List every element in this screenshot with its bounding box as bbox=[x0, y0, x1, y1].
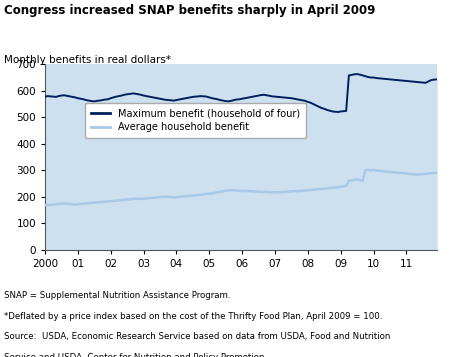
Text: Service and USDA, Center for Nutrition and Policy Promotion.: Service and USDA, Center for Nutrition a… bbox=[4, 353, 268, 357]
Text: Monthly benefits in real dollars*: Monthly benefits in real dollars* bbox=[4, 55, 171, 65]
Text: Congress increased SNAP benefits sharply in April 2009: Congress increased SNAP benefits sharply… bbox=[4, 4, 376, 16]
Legend: Maximum benefit (household of four), Average household benefit: Maximum benefit (household of four), Ave… bbox=[85, 102, 306, 138]
Text: *Deflated by a price index based on the cost of the Thrifty Food Plan, April 200: *Deflated by a price index based on the … bbox=[4, 312, 383, 321]
Text: Source:  USDA, Economic Research Service based on data from USDA, Food and Nutri: Source: USDA, Economic Research Service … bbox=[4, 332, 391, 341]
Text: SNAP = Supplemental Nutrition Assistance Program.: SNAP = Supplemental Nutrition Assistance… bbox=[4, 291, 231, 300]
